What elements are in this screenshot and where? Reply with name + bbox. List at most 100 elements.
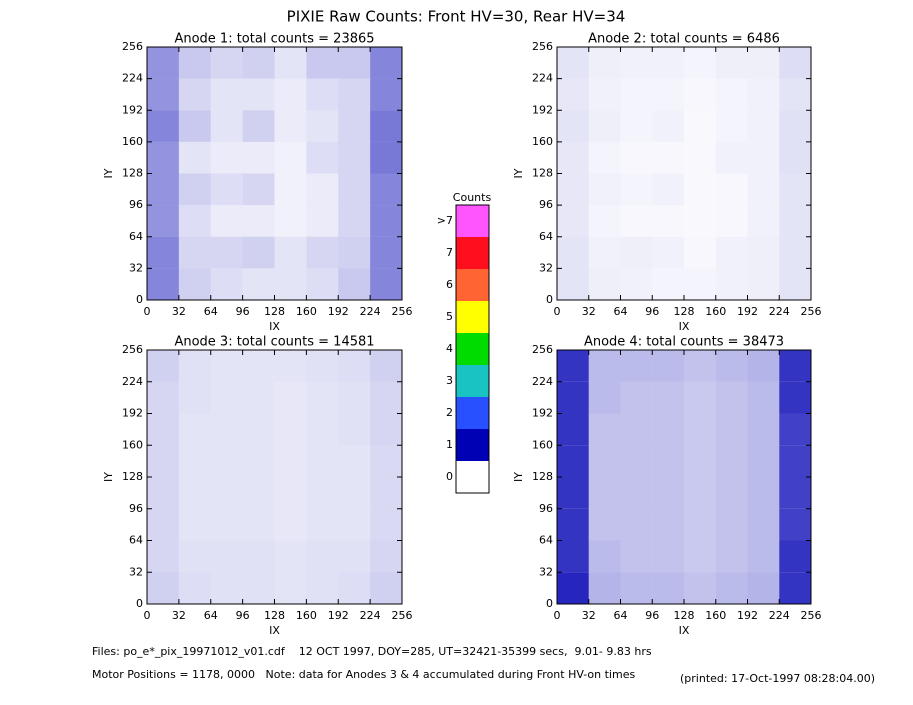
density-cell <box>557 540 589 573</box>
density-cell <box>306 205 339 237</box>
density-cell <box>147 572 179 604</box>
density-cell <box>242 540 275 573</box>
panel-title: Anode 1: total counts = 23865 <box>174 32 374 47</box>
density-cell <box>242 381 275 414</box>
density-cell <box>779 236 811 269</box>
y-tick-label: 256 <box>122 40 143 53</box>
density-cell <box>306 141 339 174</box>
y-tick-label: 128 <box>532 470 553 483</box>
density-cell <box>620 78 653 111</box>
density-cell <box>210 205 243 237</box>
density-cell <box>652 47 684 79</box>
density-cell <box>306 268 339 300</box>
density-cell <box>747 350 780 382</box>
y-tick-label: 64 <box>129 230 143 243</box>
density-cell <box>210 350 243 382</box>
density-cell <box>747 47 780 79</box>
density-cell <box>747 268 780 300</box>
x-tick-label: 64 <box>614 305 628 318</box>
density-cell <box>747 381 780 414</box>
density-cell <box>652 205 684 237</box>
panel-title: Anode 4: total counts = 38473 <box>584 335 784 350</box>
density-cell <box>178 350 211 382</box>
y-tick-label: 64 <box>539 230 553 243</box>
density-cell <box>274 173 307 206</box>
density-cell <box>210 572 243 604</box>
density-cell <box>588 350 621 382</box>
density-cell <box>588 110 621 142</box>
density-cell <box>274 381 307 414</box>
density-cell <box>178 268 211 300</box>
density-cell <box>178 47 211 79</box>
y-axis-label: IY <box>512 472 525 482</box>
x-tick-label: 128 <box>674 609 695 622</box>
motor-note: Motor Positions = 1178, 0000 Note: data … <box>92 668 635 681</box>
density-cell <box>338 413 371 446</box>
x-axis-label: IX <box>269 624 280 637</box>
density-cell <box>242 173 275 206</box>
density-cell <box>684 268 716 300</box>
density-cell <box>210 268 243 300</box>
density-cell <box>715 381 748 414</box>
density-cell <box>178 445 211 477</box>
y-tick-label: 128 <box>532 167 553 180</box>
density-cell <box>147 236 179 269</box>
density-cell <box>370 350 402 382</box>
density-cell <box>306 445 339 477</box>
density-cell <box>588 572 621 604</box>
density-cell <box>147 78 179 111</box>
density-cell <box>620 477 653 509</box>
density-cell <box>242 413 275 446</box>
density-cell <box>715 236 748 269</box>
x-tick-label: 128 <box>264 609 285 622</box>
x-tick-label: 0 <box>554 305 561 318</box>
density-cell <box>557 110 589 142</box>
density-cell <box>338 477 371 509</box>
density-cell <box>779 477 811 509</box>
density-cell <box>274 445 307 477</box>
density-cell <box>370 47 402 79</box>
density-cell <box>715 350 748 382</box>
density-cell <box>557 173 589 206</box>
density-cell <box>370 268 402 300</box>
density-cell <box>684 350 716 382</box>
density-cell <box>588 381 621 414</box>
density-cell <box>370 173 402 206</box>
colorbar-swatch <box>456 205 489 237</box>
x-tick-label: 224 <box>769 305 790 318</box>
x-tick-label: 224 <box>360 305 381 318</box>
x-tick-label: 256 <box>801 609 822 622</box>
density-cell <box>274 540 307 573</box>
density-cell <box>147 540 179 573</box>
density-cell <box>370 540 402 573</box>
density-cell <box>178 236 211 269</box>
density-cell <box>747 477 780 509</box>
density-cell <box>210 141 243 174</box>
y-tick-label: 0 <box>136 597 143 610</box>
y-axis-label: IY <box>102 472 115 482</box>
density-cell <box>338 173 371 206</box>
colorbar-label: 0 <box>446 470 453 483</box>
density-cell <box>557 236 589 269</box>
y-tick-label: 64 <box>539 534 553 547</box>
colorbar-label: 1 <box>446 438 453 451</box>
density-cell <box>338 572 371 604</box>
y-axis-label: IY <box>512 168 525 178</box>
y-tick-label: 96 <box>129 502 143 515</box>
y-tick-label: 224 <box>532 72 553 85</box>
y-tick-label: 64 <box>129 534 143 547</box>
density-cell <box>557 477 589 509</box>
density-cell <box>652 142 684 174</box>
density-cell <box>210 508 243 541</box>
colorbar-swatch <box>456 237 489 269</box>
density-cell <box>779 572 811 604</box>
density-cell <box>747 413 780 446</box>
x-tick-label: 0 <box>144 609 151 622</box>
x-tick-label: 64 <box>204 609 218 622</box>
density-cell <box>242 236 275 269</box>
x-tick-label: 64 <box>204 305 218 318</box>
density-cell <box>652 268 684 300</box>
density-cell <box>210 110 243 142</box>
density-cell <box>338 268 371 300</box>
x-tick-label: 0 <box>144 305 151 318</box>
